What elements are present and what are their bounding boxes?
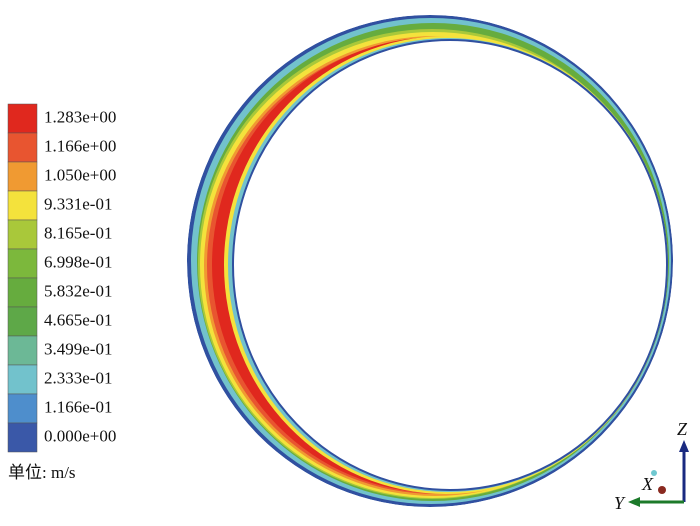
legend-swatch <box>7 219 38 250</box>
legend-swatch <box>7 335 38 366</box>
legend-label: 1.283e+00 <box>44 107 116 126</box>
y-label: Y <box>614 493 626 513</box>
legend-label: 6.998e-01 <box>44 252 112 271</box>
legend-label: 2.333e-01 <box>44 368 112 387</box>
x-axis <box>658 486 666 494</box>
axis-triad: Z X Y <box>614 419 689 513</box>
legend-label: 5.832e-01 <box>44 281 112 300</box>
legend-swatch <box>7 132 38 163</box>
ring-contour <box>187 15 673 507</box>
legend-label: 3.499e-01 <box>44 339 112 358</box>
legend-swatch <box>7 422 38 453</box>
legend-swatch <box>7 161 38 192</box>
x-label: X <box>641 474 654 494</box>
origin-dot <box>651 470 657 476</box>
legend-swatch <box>7 364 38 395</box>
ring-inner <box>232 39 668 491</box>
z-label: Z <box>677 419 688 439</box>
legend: 1.283e+00 1.166e+00 1.050e+00 9.331e-01 8.16… <box>7 103 116 453</box>
z-arrow <box>679 440 689 452</box>
legend-label: 0.000e+00 <box>44 426 116 445</box>
legend-swatch <box>7 306 38 337</box>
unit-label: 单位: m/s <box>8 463 76 482</box>
legend-label: 1.050e+00 <box>44 165 116 184</box>
legend-label: 1.166e-01 <box>44 397 112 416</box>
legend-swatch <box>7 190 38 221</box>
legend-swatch <box>7 103 38 134</box>
legend-label: 4.665e-01 <box>44 310 112 329</box>
legend-swatch <box>7 277 38 308</box>
legend-label: 8.165e-01 <box>44 223 112 242</box>
legend-swatch <box>7 248 38 279</box>
legend-label: 1.166e+00 <box>44 136 116 155</box>
legend-label: 9.331e-01 <box>44 194 112 213</box>
y-arrow <box>628 497 640 507</box>
legend-swatch <box>7 393 38 424</box>
